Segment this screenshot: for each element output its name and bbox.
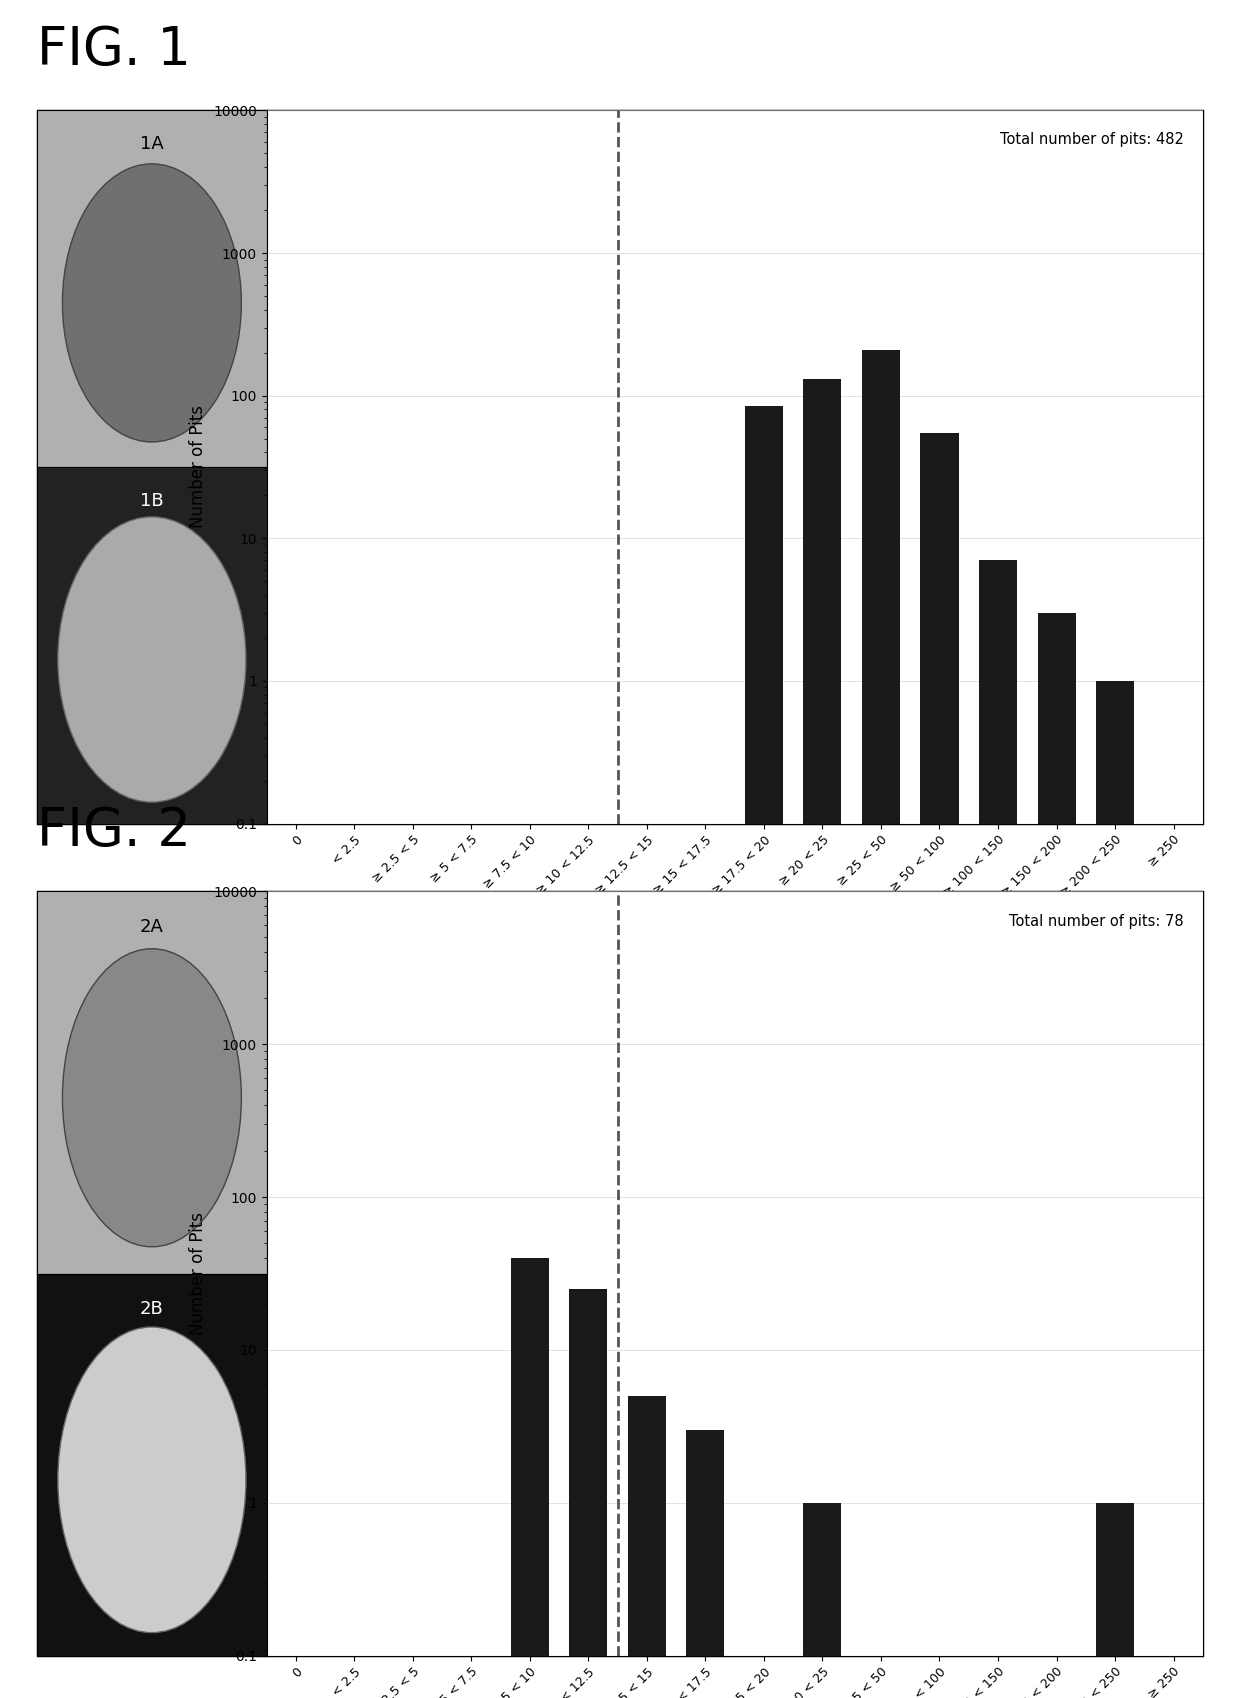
Ellipse shape bbox=[62, 163, 242, 441]
Text: FIG. 1: FIG. 1 bbox=[37, 24, 191, 76]
Bar bbox=[1096, 1503, 1135, 1698]
Text: 1A: 1A bbox=[140, 136, 164, 153]
Ellipse shape bbox=[58, 1328, 246, 1633]
Text: 2A: 2A bbox=[140, 919, 164, 936]
Bar bbox=[862, 350, 900, 1698]
Bar bbox=[804, 1503, 842, 1698]
Ellipse shape bbox=[58, 516, 246, 801]
Text: FIG. 2: FIG. 2 bbox=[37, 805, 191, 857]
Bar bbox=[687, 1430, 724, 1698]
Bar bbox=[569, 1289, 608, 1698]
Bar bbox=[804, 379, 842, 1698]
Bar bbox=[1038, 613, 1075, 1698]
Text: 1B: 1B bbox=[140, 492, 164, 509]
Bar bbox=[980, 560, 1017, 1698]
Bar bbox=[511, 1258, 549, 1698]
Bar bbox=[1096, 681, 1135, 1698]
Ellipse shape bbox=[62, 949, 242, 1246]
Bar bbox=[627, 1396, 666, 1698]
Text: 2B: 2B bbox=[140, 1301, 164, 1318]
Text: Total number of pits: 78: Total number of pits: 78 bbox=[1009, 915, 1184, 929]
Bar bbox=[920, 433, 959, 1698]
Bar bbox=[745, 406, 782, 1698]
Text: Total number of pits: 482: Total number of pits: 482 bbox=[1001, 132, 1184, 146]
Y-axis label: Number of Pits: Number of Pits bbox=[190, 1212, 207, 1335]
Y-axis label: Number of Pits: Number of Pits bbox=[190, 406, 207, 528]
X-axis label: Pit Depth Bin Size (μm): Pit Depth Bin Size (μm) bbox=[639, 908, 831, 925]
